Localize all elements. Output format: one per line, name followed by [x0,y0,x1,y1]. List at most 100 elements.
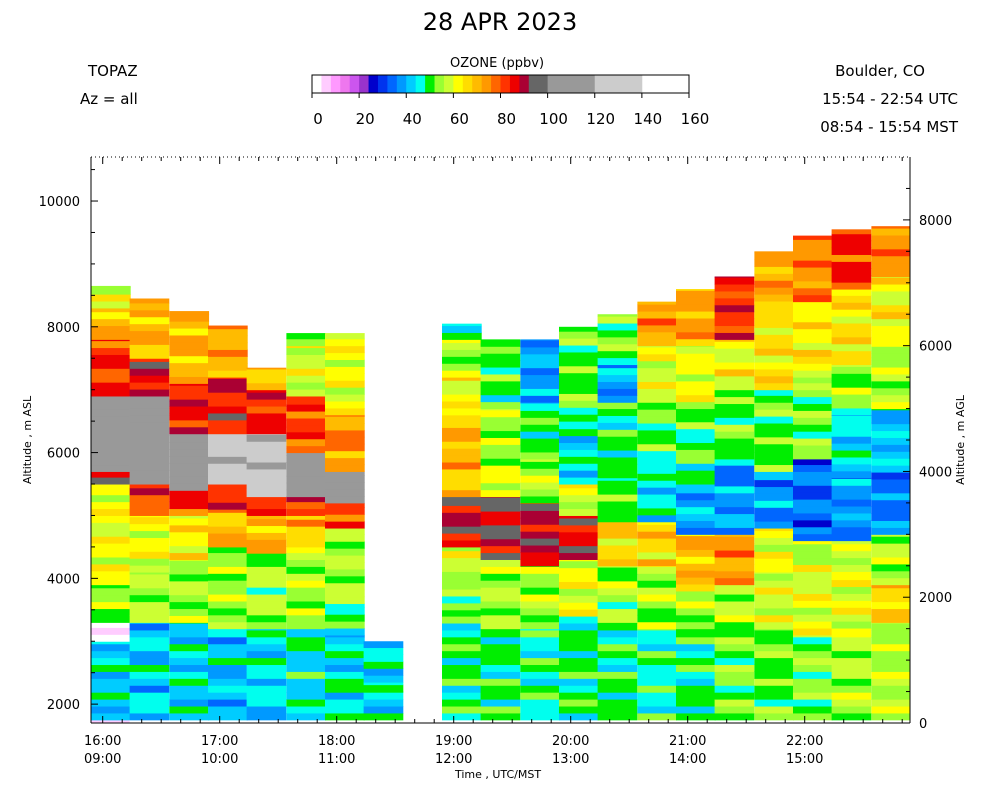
heatmap-cell [169,469,210,477]
heatmap-cell [676,345,716,347]
heatmap-cell [286,546,327,554]
heatmap-cell [676,338,716,347]
heatmap-cell [676,527,716,535]
heatmap-cell [325,423,365,431]
heatmap-cell [676,463,716,471]
heatmap-cell [831,678,872,686]
heatmap-cell [597,494,638,502]
heatmap-cell [754,252,795,261]
heatmap-cell [520,600,561,609]
heatmap-cell [559,442,599,450]
heatmap-cell [676,534,716,537]
heatmap-cell [286,395,327,398]
heatmap-cell [637,436,678,445]
heatmap-cell [676,360,716,368]
heatmap-cell [793,356,833,364]
heatmap-cell [480,517,521,526]
heatmap-cell [246,685,287,693]
heatmap-cell [442,489,482,498]
heatmap-cell [325,628,365,636]
heatmap-cell [714,375,755,384]
heatmap-cell [169,392,210,400]
colorbar-tick-label: 120 [586,110,615,128]
heatmap-cell [520,346,561,355]
heatmap-cell [169,334,210,343]
heatmap-cell [286,411,327,419]
heatmap-cell [714,451,755,460]
heatmap-cell [676,621,716,630]
heatmap-cell [831,364,872,367]
heatmap-cell [442,557,482,566]
heatmap-cell [169,573,210,582]
heatmap-cell [793,614,833,622]
heatmap-cell [91,484,131,489]
heatmap-cell [363,684,404,693]
heatmap-cell [754,650,795,659]
heatmap-cell [363,647,404,655]
heatmap-cell [208,600,248,609]
heatmap-cell [208,435,248,444]
heatmap-cell [637,573,678,581]
heatmap-cell [91,664,131,672]
heatmap-cell [871,437,911,445]
heatmap-cell [793,382,833,391]
heatmap-cell [129,629,170,638]
heatmap-cell [442,420,482,428]
colorbar-swatch [462,75,473,93]
heatmap-cell [91,692,131,700]
heatmap-cell [714,629,755,638]
heatmap-cell [714,341,755,349]
heatmap-cell [91,570,131,579]
heatmap-cell [208,678,248,686]
heatmap-cell [676,470,716,478]
heatmap-cell [831,643,872,652]
heatmap-cell [91,712,131,721]
heatmap-cell [520,410,561,418]
heatmap-cell [246,587,287,595]
heatmap-cell [286,452,327,456]
heatmap-cell [480,387,521,396]
heatmap-cell [637,423,678,431]
heatmap-cell [480,600,521,609]
heatmap-cell [91,354,131,362]
heatmap-cell [520,503,561,511]
heatmap-cell [676,380,716,389]
heatmap-cell [480,552,521,560]
heatmap-cell [714,584,755,588]
heatmap-cell [793,246,833,254]
colorbar-swatch [312,75,322,93]
heatmap-cell [871,367,911,375]
heatmap-cell [169,441,210,450]
heatmap-cell [325,380,365,388]
heatmap-cell [754,565,795,573]
heatmap-cell [442,629,482,638]
heatmap-cell [831,429,872,437]
heatmap-cell [246,706,287,714]
heatmap-cell [169,376,210,384]
heatmap-cell [559,393,599,401]
heatmap-cell [597,664,638,672]
heatmap-cell [793,396,833,405]
heatmap-cell [246,367,287,370]
heatmap-cell [637,381,678,389]
heatmap-cell [754,320,795,328]
heatmap-cell [871,650,911,659]
heatmap-cell [793,328,833,337]
heatmap-cell [520,395,561,403]
heatmap-cell [831,443,872,451]
heatmap-cell [597,477,638,481]
heatmap-cell [831,401,872,409]
heatmap-cell [91,375,131,383]
heatmap-cell [520,699,561,707]
heatmap-cell [442,349,482,357]
heatmap-cell [597,531,638,539]
heatmap-cell [676,513,716,521]
heatmap-cell [208,433,248,437]
heatmap-cell [169,508,210,516]
heatmap-cell [714,534,755,537]
heatmap-cell [637,643,678,652]
heatmap-cell [714,297,755,306]
heatmap-cell [208,533,248,541]
heatmap-cell [286,657,327,666]
heatmap-cell [169,321,210,329]
